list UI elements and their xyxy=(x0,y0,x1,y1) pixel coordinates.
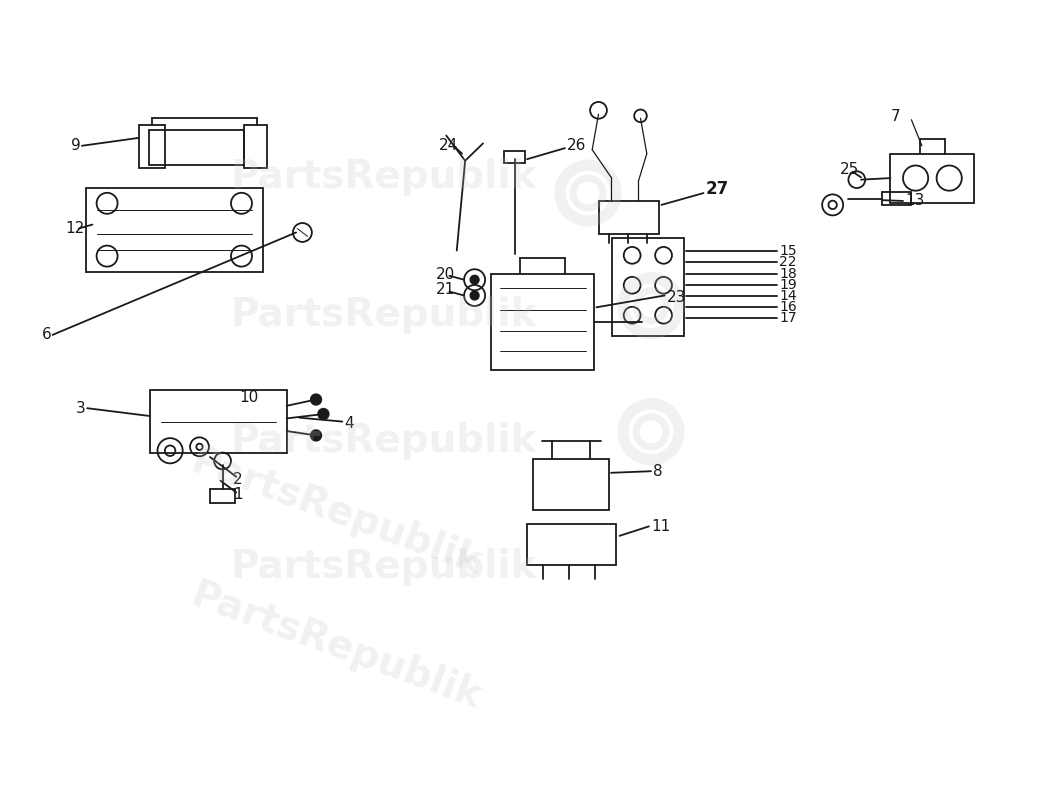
Text: 2: 2 xyxy=(233,471,243,487)
Bar xyxy=(504,151,525,163)
Bar xyxy=(882,192,911,205)
Bar xyxy=(890,154,974,203)
Text: 18: 18 xyxy=(779,267,797,281)
Text: 13: 13 xyxy=(905,193,924,209)
Text: 4: 4 xyxy=(344,416,354,432)
Bar xyxy=(527,524,616,565)
Text: 1: 1 xyxy=(233,487,243,503)
Text: PartsRepublik: PartsRepublik xyxy=(186,576,486,716)
Text: PartsRepublik: PartsRepublik xyxy=(230,158,537,196)
Bar xyxy=(612,238,684,336)
Text: 10: 10 xyxy=(239,390,258,406)
Text: 19: 19 xyxy=(779,278,797,292)
Text: 27: 27 xyxy=(706,180,729,198)
Text: 14: 14 xyxy=(779,289,797,303)
Bar xyxy=(149,130,244,165)
Text: 24: 24 xyxy=(439,138,458,154)
Text: 11: 11 xyxy=(651,519,670,534)
Text: PartsRepublik: PartsRepublik xyxy=(230,548,537,586)
Text: 3: 3 xyxy=(76,400,85,416)
Bar xyxy=(491,274,594,370)
Bar xyxy=(139,125,165,168)
Circle shape xyxy=(311,394,321,405)
Text: 16: 16 xyxy=(779,300,797,314)
Circle shape xyxy=(318,409,329,419)
Circle shape xyxy=(470,276,479,284)
Text: 20: 20 xyxy=(436,266,455,282)
Text: 7: 7 xyxy=(890,109,900,125)
Circle shape xyxy=(311,430,321,440)
Text: 12: 12 xyxy=(65,221,84,236)
Text: 6: 6 xyxy=(42,327,51,343)
Text: 21: 21 xyxy=(436,282,455,298)
Text: 26: 26 xyxy=(567,138,586,154)
Text: 8: 8 xyxy=(653,463,663,479)
Bar xyxy=(244,125,267,168)
Circle shape xyxy=(470,292,479,299)
Text: 25: 25 xyxy=(840,162,859,177)
Text: 17: 17 xyxy=(779,311,797,325)
Bar xyxy=(210,489,235,503)
Bar xyxy=(150,390,287,453)
Text: 22: 22 xyxy=(779,255,797,269)
Bar xyxy=(86,188,262,272)
Text: 9: 9 xyxy=(71,138,81,154)
Text: 15: 15 xyxy=(779,243,797,258)
Text: 23: 23 xyxy=(667,290,686,306)
Text: PartsRepublik: PartsRepublik xyxy=(230,296,537,334)
Text: PartsRepublik: PartsRepublik xyxy=(230,422,537,460)
Bar xyxy=(533,459,609,510)
Text: PartsRepublik: PartsRepublik xyxy=(186,442,486,582)
Bar xyxy=(598,201,659,234)
